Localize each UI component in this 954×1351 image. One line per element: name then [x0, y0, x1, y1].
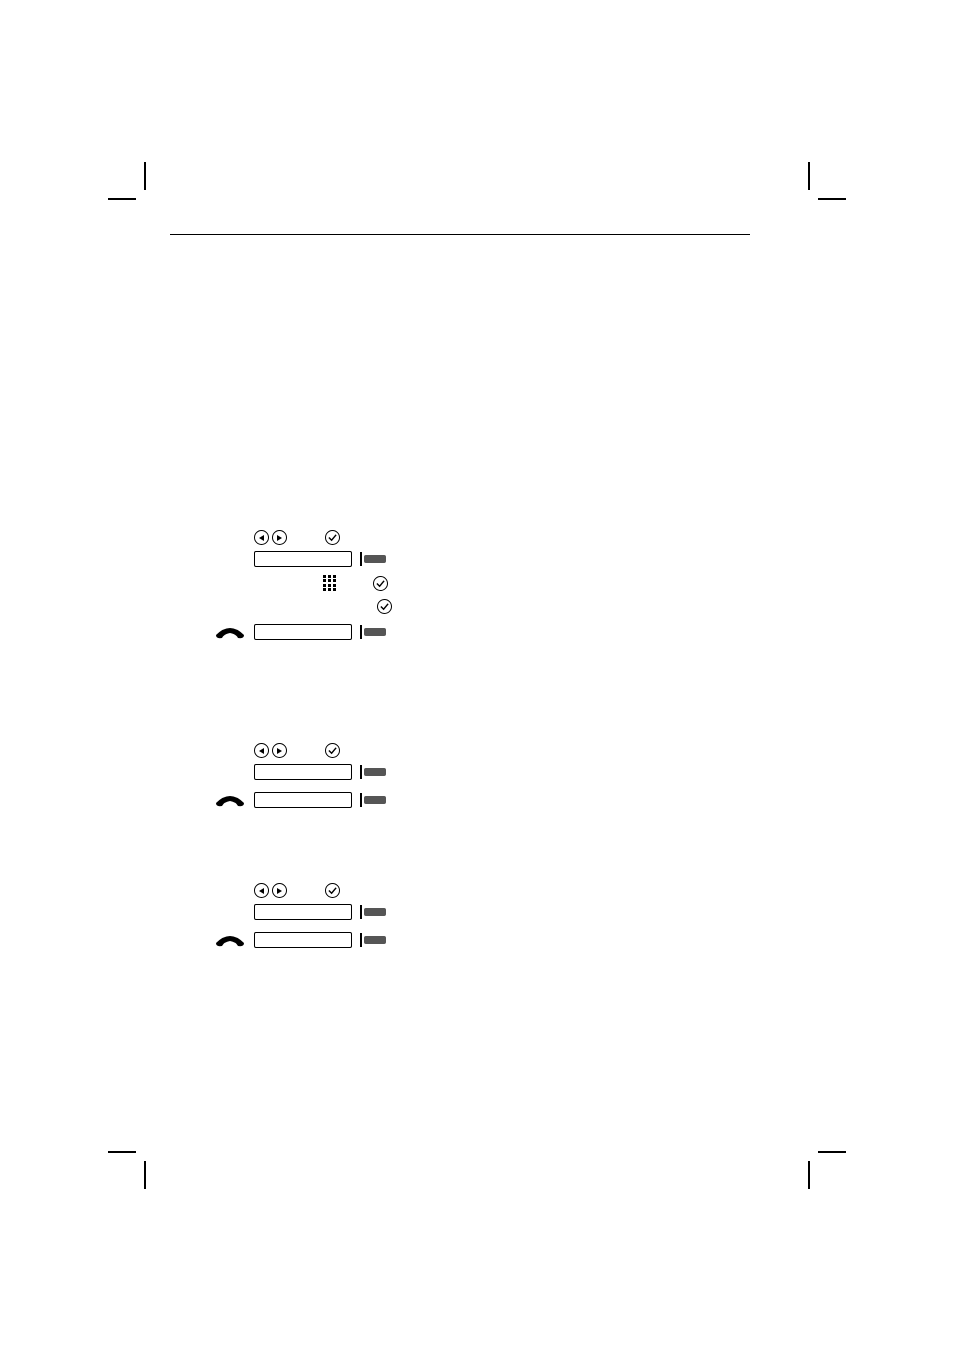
step-row [204, 530, 392, 545]
display-stub-icon [360, 905, 386, 919]
handset-icon [214, 625, 246, 639]
nav-right-icon [272, 883, 287, 898]
nav-right-icon [272, 743, 287, 758]
check-circle-icon [377, 599, 392, 614]
instruction-block-2 [204, 743, 386, 814]
nav-left-icon [254, 883, 269, 898]
step-row [204, 599, 392, 614]
nav-left-icon [254, 530, 269, 545]
display-field [254, 624, 352, 640]
check-circle-icon [373, 576, 388, 591]
header-rule [170, 234, 750, 235]
left-right-nav-icons [254, 883, 287, 898]
keypad-icon [323, 575, 337, 591]
display-field [254, 764, 352, 780]
nav-left-icon [254, 743, 269, 758]
check-circle-icon [325, 743, 340, 758]
check-circle-icon [325, 530, 340, 545]
display-stub-icon [360, 765, 386, 779]
display-field [254, 904, 352, 920]
display-field [254, 932, 352, 948]
page [0, 0, 954, 1351]
step-row [204, 932, 386, 948]
left-right-nav-icons [254, 743, 287, 758]
left-right-nav-icons [254, 530, 287, 545]
instruction-block-1 [204, 530, 392, 646]
display-stub-icon [360, 793, 386, 807]
display-stub-icon [360, 552, 386, 566]
handset-icon [214, 793, 246, 807]
display-field [254, 792, 352, 808]
step-row [204, 575, 392, 591]
nav-right-icon [272, 530, 287, 545]
display-stub-icon [360, 625, 386, 639]
step-row [204, 883, 386, 898]
step-row [204, 904, 386, 920]
display-field [254, 551, 352, 567]
instruction-block-3 [204, 883, 386, 954]
step-row [204, 764, 386, 780]
step-row [204, 624, 392, 640]
step-row [204, 551, 392, 567]
step-row [204, 792, 386, 808]
step-row [204, 743, 386, 758]
handset-icon [214, 933, 246, 947]
check-circle-icon [325, 883, 340, 898]
display-stub-icon [360, 933, 386, 947]
